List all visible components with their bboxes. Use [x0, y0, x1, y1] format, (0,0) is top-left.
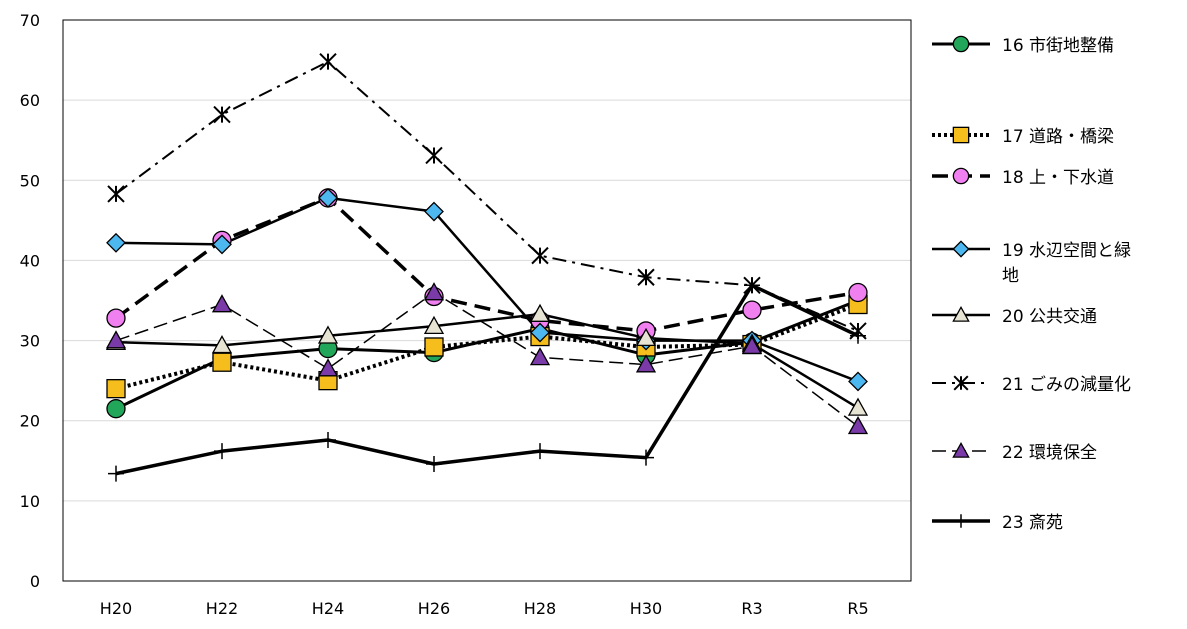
- legend-label: 22 環境保全: [1002, 443, 1097, 463]
- series-line: [115, 302, 859, 391]
- data-point: [847, 415, 869, 435]
- x-tick-label: H22: [206, 599, 238, 618]
- data-point: [320, 431, 336, 448]
- y-tick-label: 30: [20, 332, 40, 351]
- series-line: [115, 283, 859, 476]
- x-tick-label: R3: [741, 599, 762, 618]
- data-point: [423, 315, 445, 334]
- data-point: [529, 303, 551, 322]
- data-point: [212, 352, 232, 372]
- y-tick-label: 40: [20, 251, 40, 270]
- data-point: [532, 443, 548, 460]
- series-line: [115, 299, 859, 411]
- data-point: [425, 146, 443, 165]
- x-tick-label: H26: [418, 599, 450, 618]
- legend-label: 18 上・下水道: [1002, 168, 1114, 188]
- legend-label: 地: [1002, 266, 1019, 286]
- legend-marker: [952, 240, 970, 258]
- data-point: [214, 443, 230, 460]
- data-point: [635, 327, 657, 347]
- data-point: [530, 322, 550, 343]
- legend-marker: [952, 126, 970, 144]
- series-line: [115, 312, 859, 409]
- data-point: [426, 455, 442, 472]
- data-point: [106, 399, 126, 419]
- y-tick-label: 50: [20, 171, 40, 190]
- legend-label: 21 ごみの減量化: [1002, 375, 1131, 395]
- x-tick-label: H28: [524, 599, 556, 618]
- series-line: [115, 60, 859, 332]
- legend-marker: [953, 375, 969, 391]
- data-point: [213, 105, 231, 124]
- data-point: [105, 330, 127, 349]
- legend-label: 23 斎苑: [1002, 513, 1063, 533]
- data-point: [637, 268, 655, 286]
- data-point: [424, 201, 444, 222]
- legend-label: 20 公共交通: [1002, 307, 1097, 327]
- data-point: [211, 335, 233, 354]
- data-point: [317, 358, 339, 377]
- y-tick-label: 20: [20, 412, 40, 431]
- y-tick-label: 70: [20, 11, 40, 30]
- data-point: [107, 185, 125, 203]
- data-point: [847, 397, 869, 416]
- data-point: [635, 354, 657, 373]
- data-point: [529, 347, 551, 366]
- data-point: [423, 282, 445, 301]
- legend-marker: [952, 442, 970, 458]
- legend-marker: [952, 167, 970, 185]
- data-point: [638, 449, 654, 466]
- data-point: [850, 327, 866, 344]
- data-point: [848, 371, 868, 392]
- data-point: [531, 246, 549, 265]
- data-point: [742, 300, 762, 320]
- data-point: [106, 308, 126, 328]
- y-tick-label: 60: [20, 91, 40, 110]
- data-point: [106, 379, 126, 399]
- legend-label: 19 水辺空間と緑: [1002, 241, 1131, 261]
- data-point: [106, 232, 126, 253]
- legend-marker: [954, 514, 968, 528]
- x-tick-label: H30: [630, 599, 662, 618]
- data-point: [848, 282, 868, 303]
- y-tick-label: 0: [30, 572, 40, 591]
- series-line: [115, 291, 859, 427]
- y-tick-label: 10: [20, 492, 40, 511]
- legend-label: 17 道路・橋梁: [1002, 127, 1114, 147]
- data-point: [319, 52, 337, 71]
- data-point: [317, 325, 339, 344]
- data-point: [741, 335, 763, 355]
- x-tick-label: H24: [312, 599, 344, 618]
- series-line: [114, 196, 859, 333]
- data-point: [318, 187, 338, 208]
- data-point: [424, 337, 444, 357]
- series-line: [115, 196, 859, 383]
- x-tick-label: R5: [847, 599, 868, 618]
- x-tick-label: H20: [100, 599, 132, 618]
- legend-label: 16 市街地整備: [1002, 36, 1114, 56]
- data-point: [744, 277, 760, 294]
- plot-area-border: [62, 19, 912, 582]
- data-point: [211, 294, 233, 313]
- data-point: [212, 234, 232, 255]
- legend-marker: [952, 306, 970, 322]
- legend-marker: [952, 35, 970, 53]
- data-point: [108, 465, 124, 482]
